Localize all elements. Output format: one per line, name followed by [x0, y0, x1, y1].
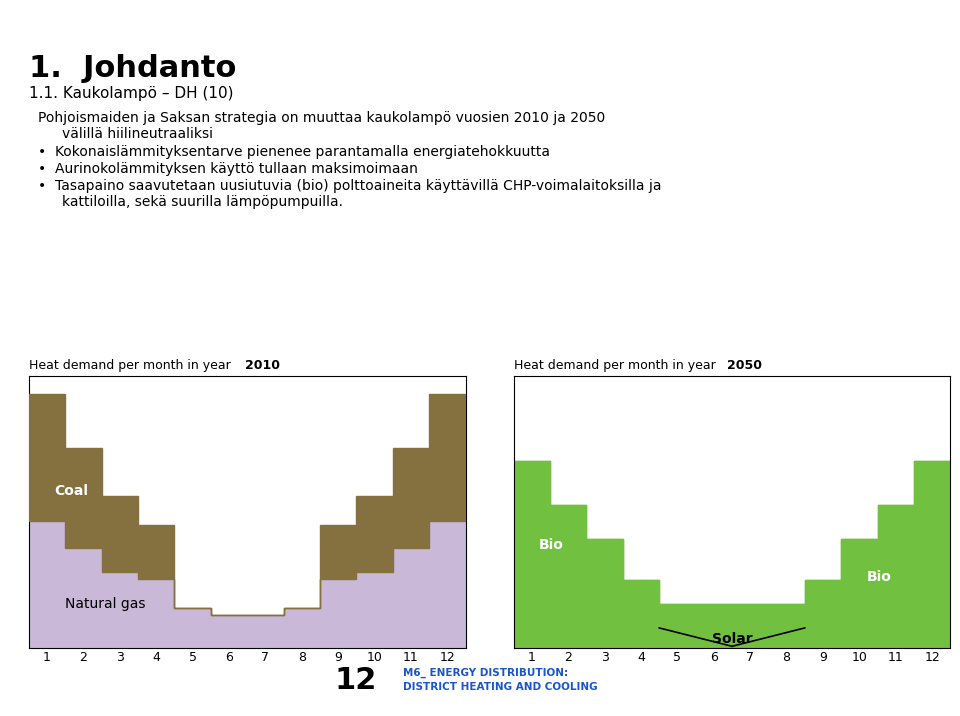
Text: 1.1. Kaukolampö – DH (10): 1.1. Kaukolampö – DH (10): [29, 86, 233, 101]
Text: Coal: Coal: [55, 483, 88, 498]
Text: Pohjoismaiden ja Saksan strategia on muuttaa kaukolampö vuosien 2010 ja 2050: Pohjoismaiden ja Saksan strategia on muu…: [38, 111, 606, 125]
Text: Bio: Bio: [867, 569, 892, 584]
Text: kattiloilla, sekä suurilla lämpöpumpuilla.: kattiloilla, sekä suurilla lämpöpumpuill…: [62, 195, 344, 209]
Text: •  Aurinokolämmityksen käyttö tullaan maksimoimaan: • Aurinokolämmityksen käyttö tullaan mak…: [38, 162, 419, 176]
Text: DISTRICT HEATING AND COOLING: DISTRICT HEATING AND COOLING: [403, 682, 598, 692]
Text: Bio: Bio: [540, 538, 564, 552]
Text: M6_ ENERGY DISTRIBUTION:: M6_ ENERGY DISTRIBUTION:: [403, 668, 568, 678]
Text: Heat demand per month in year: Heat demand per month in year: [514, 359, 728, 372]
Text: 2050: 2050: [727, 359, 761, 372]
Polygon shape: [514, 461, 950, 648]
Polygon shape: [514, 621, 950, 648]
Text: 12: 12: [334, 666, 376, 695]
Text: •  Tasapaino saavutetaan uusiutuvia (bio) polttoaineita käyttävillä CHP-voimalai: • Tasapaino saavutetaan uusiutuvia (bio)…: [38, 179, 661, 193]
Polygon shape: [514, 461, 950, 648]
Polygon shape: [29, 521, 466, 648]
Text: Solar: Solar: [711, 632, 753, 647]
Text: Natural gas: Natural gas: [65, 596, 146, 611]
Text: 1.  Johdanto: 1. Johdanto: [29, 54, 236, 83]
Text: 2010: 2010: [245, 359, 279, 372]
Text: •  Kokonaislämmityksentarve pienenee parantamalla energiatehokkuutta: • Kokonaislämmityksentarve pienenee para…: [38, 145, 550, 159]
Polygon shape: [29, 394, 466, 615]
Text: Heat demand per month in year: Heat demand per month in year: [29, 359, 243, 372]
Text: välillä hiilineutraaliksi: välillä hiilineutraaliksi: [62, 127, 213, 142]
